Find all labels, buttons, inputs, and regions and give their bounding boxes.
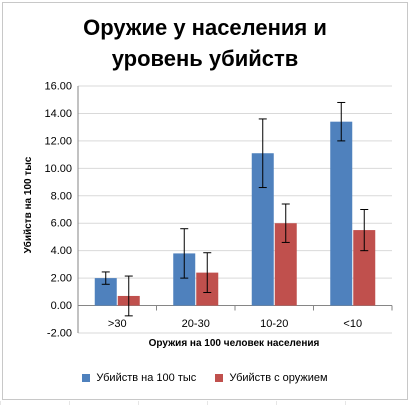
bar xyxy=(353,230,376,306)
y-tick-label: 12.00 xyxy=(44,135,72,147)
y-axis-label: Убийств на 100 тыс xyxy=(22,156,34,253)
bar xyxy=(173,253,196,306)
x-axis-label: Оружия на 100 человек населения xyxy=(149,338,320,349)
legend-label: Убийств с оружием xyxy=(229,372,328,384)
legend-label: Убийств на 100 тыс xyxy=(96,372,197,384)
y-tick-label: 6.00 xyxy=(51,218,72,230)
legend-swatch-red xyxy=(215,374,224,382)
y-tick-label: 14.00 xyxy=(44,108,72,120)
legend: Убийств на 100 тыс Убийств с оружием xyxy=(0,372,410,385)
y-tick-label: 0.00 xyxy=(51,300,72,312)
y-tick-label: 10.00 xyxy=(44,163,72,175)
bar xyxy=(251,153,274,306)
spreadsheet-gridlines xyxy=(0,401,410,405)
x-tick-label: >30 xyxy=(108,318,127,330)
chart-title: Оружие у населения и уровень убийств xyxy=(0,12,410,74)
y-tick-label: 4.00 xyxy=(51,245,72,257)
y-tick-label: 16.00 xyxy=(44,81,72,93)
chart-title-line-1: Оружие у населения и xyxy=(83,15,327,40)
y-tick-label: 2.00 xyxy=(51,273,72,285)
x-tick-label: 20-30 xyxy=(182,318,210,330)
bar xyxy=(94,278,117,306)
y-tick-label: -2.00 xyxy=(47,328,72,340)
bar xyxy=(274,223,297,306)
x-tick-label: <10 xyxy=(343,318,362,330)
legend-item-gun-murders: Убийств с оружием xyxy=(215,372,328,384)
bar xyxy=(330,121,353,306)
y-tick-label: 8.00 xyxy=(51,190,72,202)
chart-title-line-2: уровень убийств xyxy=(111,46,299,71)
legend-item-murders: Убийств на 100 тыс xyxy=(82,372,196,384)
x-tick-label: 10-20 xyxy=(260,318,288,330)
legend-swatch-blue xyxy=(82,374,91,382)
